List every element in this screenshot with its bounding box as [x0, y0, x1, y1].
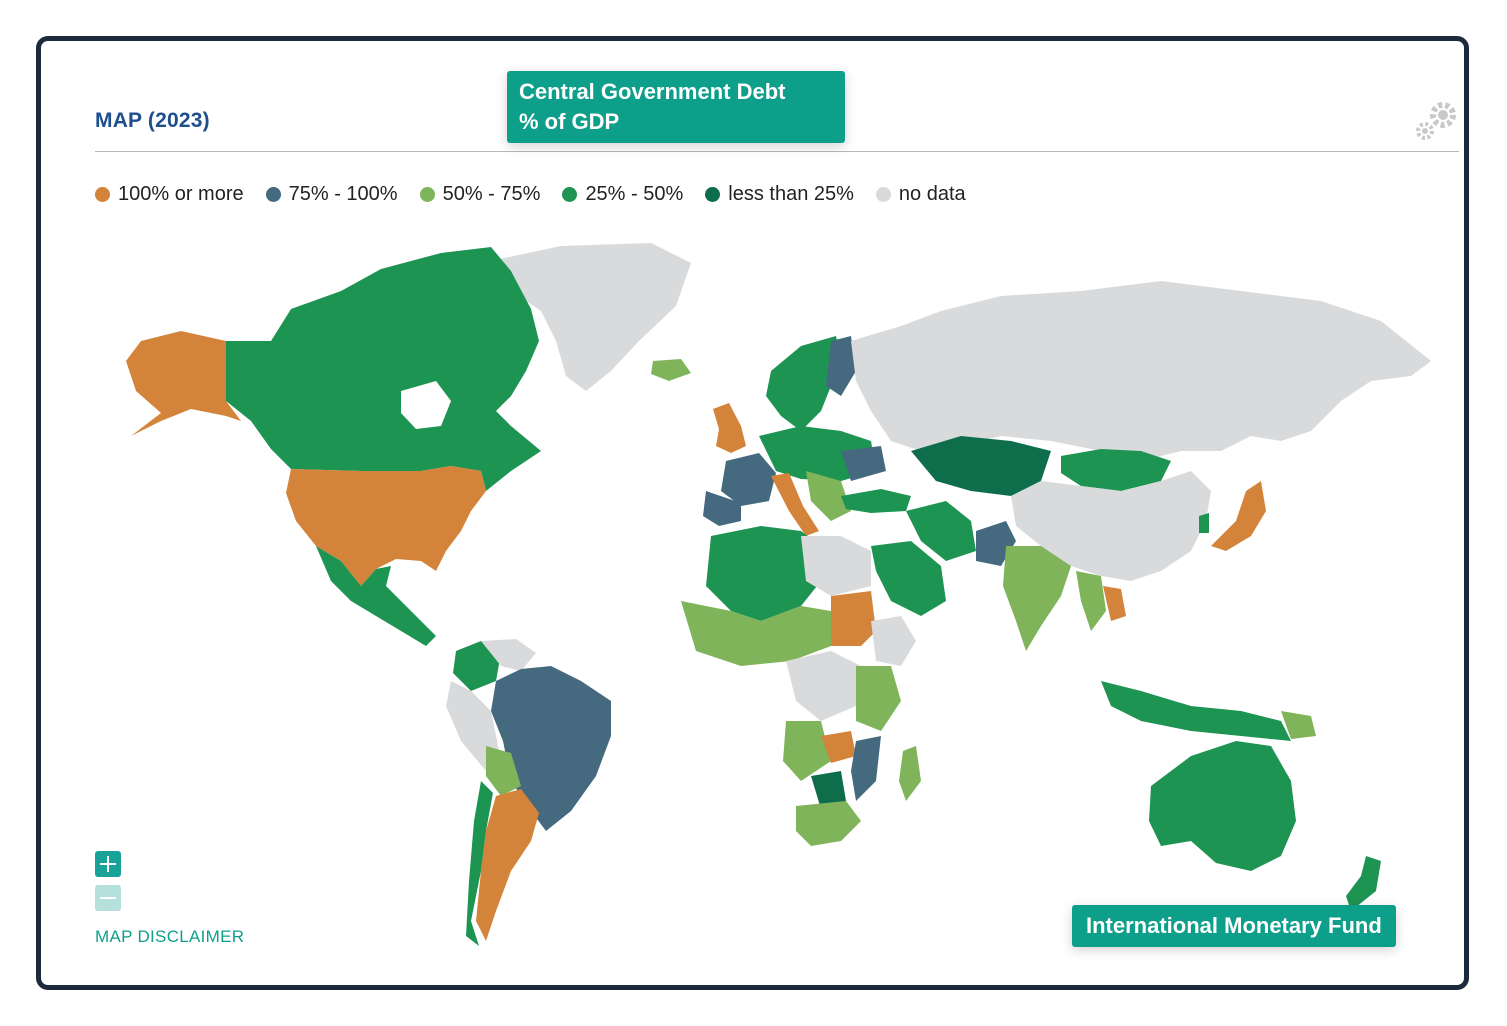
legend-swatch: [875, 187, 891, 202]
minus-icon: [100, 897, 116, 899]
region-zambia[interactable]: [821, 731, 856, 763]
region-iran[interactable]: [906, 501, 976, 561]
legend-swatch: [419, 187, 435, 202]
region-madagascar[interactable]: [899, 746, 921, 801]
header-divider: [95, 151, 1459, 152]
legend-item[interactable]: 100% or more: [95, 183, 244, 206]
map-disclaimer-link[interactable]: MAP DISCLAIMER: [95, 927, 245, 946]
legend-label: 50% - 75%: [442, 183, 541, 205]
legend-item[interactable]: 75% - 100%: [265, 183, 398, 206]
indicator-name: Central Government Debt: [519, 79, 786, 104]
region-north-africa[interactable]: [706, 526, 821, 621]
legend-swatch: [95, 187, 110, 202]
map-legend: 100% or more 75% - 100% 50% - 75% 25% - …: [95, 183, 966, 206]
region-angola[interactable]: [783, 721, 831, 781]
region-united-states[interactable]: [286, 466, 486, 586]
source-badge: International Monetary Fund: [1072, 905, 1396, 947]
legend-label: 25% - 50%: [585, 183, 684, 205]
region-argentina[interactable]: [476, 789, 539, 941]
region-united-kingdom[interactable]: [713, 403, 746, 453]
legend-swatch: [562, 187, 578, 202]
region-mozambique[interactable]: [851, 736, 881, 801]
region-libya-egypt[interactable]: [801, 536, 871, 596]
region-turkey[interactable]: [841, 489, 911, 513]
region-ukraine[interactable]: [841, 446, 886, 481]
region-alaska[interactable]: [126, 331, 241, 436]
legend-swatch: [265, 187, 281, 202]
region-myanmar[interactable]: [1076, 571, 1106, 631]
region-laos[interactable]: [1103, 586, 1126, 621]
region-sahel[interactable]: [681, 601, 831, 666]
legend-item[interactable]: 50% - 75%: [419, 183, 541, 206]
region-italy[interactable]: [771, 473, 819, 536]
region-china[interactable]: [1011, 471, 1211, 581]
region-iceland[interactable]: [651, 359, 691, 381]
region-greenland[interactable]: [481, 243, 691, 391]
region-canada[interactable]: [226, 247, 541, 491]
region-congo[interactable]: [786, 651, 861, 721]
legend-item[interactable]: less than 25%: [705, 183, 854, 206]
region-mongolia[interactable]: [1061, 449, 1171, 491]
region-indonesia[interactable]: [1101, 681, 1291, 741]
region-bolivia[interactable]: [486, 746, 521, 796]
gear-icon[interactable]: [1413, 99, 1461, 143]
region-russia[interactable]: [851, 281, 1431, 461]
region-kazakhstan[interactable]: [911, 436, 1051, 496]
region-hudson-bay: [401, 381, 451, 429]
region-png[interactable]: [1281, 711, 1316, 739]
region-east-africa[interactable]: [856, 666, 901, 731]
region-sudan[interactable]: [831, 591, 876, 646]
legend-item[interactable]: 25% - 50%: [562, 183, 683, 206]
legend-label: 100% or more: [118, 183, 244, 205]
region-peru[interactable]: [446, 681, 499, 771]
region-venezuela[interactable]: [481, 639, 536, 671]
region-scandinavia[interactable]: [766, 336, 841, 431]
region-chile[interactable]: [466, 781, 493, 946]
legend-label: 75% - 100%: [288, 183, 398, 205]
region-france[interactable]: [721, 453, 776, 506]
region-india[interactable]: [1003, 546, 1071, 651]
region-iberia[interactable]: [703, 491, 741, 526]
legend-label: less than 25%: [728, 183, 854, 205]
map-card: MAP (2023) Central Government Debt % of …: [36, 36, 1469, 990]
region-japan[interactable]: [1211, 481, 1266, 551]
zoom-in-button[interactable]: [95, 851, 121, 877]
world-map[interactable]: [41, 41, 1464, 985]
legend-item[interactable]: no data: [875, 183, 966, 206]
zoom-out-button[interactable]: [95, 885, 121, 911]
region-saudi[interactable]: [871, 541, 946, 616]
region-korea[interactable]: [1199, 513, 1209, 533]
indicator-unit: % of GDP: [519, 109, 620, 134]
legend-swatch: [705, 187, 721, 202]
region-south-africa[interactable]: [796, 801, 861, 846]
region-ethiopia[interactable]: [871, 616, 916, 666]
legend-label: no data: [898, 183, 966, 205]
map-title: MAP (2023): [95, 109, 210, 132]
region-australia[interactable]: [1149, 741, 1296, 871]
region-mexico[interactable]: [316, 546, 436, 646]
region-balkans[interactable]: [806, 471, 851, 521]
region-colombia[interactable]: [453, 641, 501, 691]
region-finland[interactable]: [826, 336, 856, 396]
region-botswana[interactable]: [811, 771, 846, 809]
region-new-zealand[interactable]: [1346, 856, 1381, 911]
indicator-badge[interactable]: Central Government Debt % of GDP: [507, 71, 845, 143]
plus-icon-vertical: [107, 856, 109, 872]
